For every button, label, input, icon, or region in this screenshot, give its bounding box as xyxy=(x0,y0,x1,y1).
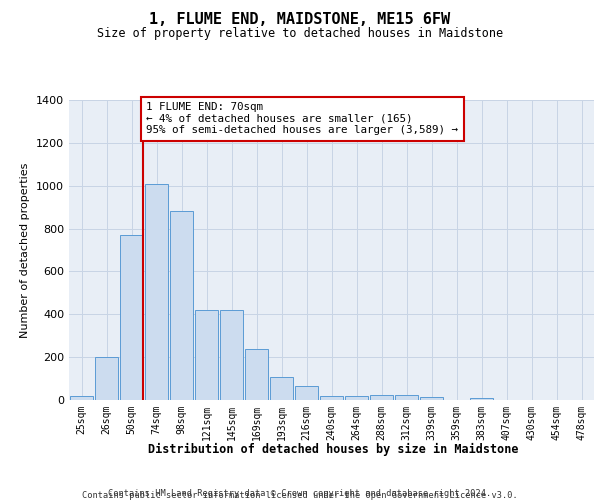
Bar xyxy=(170,212,193,400)
Bar xyxy=(220,310,243,400)
Bar xyxy=(320,396,343,400)
Text: Distribution of detached houses by size in Maidstone: Distribution of detached houses by size … xyxy=(148,442,518,456)
Text: 1, FLUME END, MAIDSTONE, ME15 6FW: 1, FLUME END, MAIDSTONE, ME15 6FW xyxy=(149,12,451,28)
Bar xyxy=(70,396,93,400)
Bar xyxy=(245,348,268,400)
Y-axis label: Number of detached properties: Number of detached properties xyxy=(20,162,31,338)
Bar xyxy=(120,235,143,400)
Bar xyxy=(270,377,293,400)
Bar xyxy=(195,310,218,400)
Bar xyxy=(395,396,418,400)
Bar xyxy=(95,357,118,400)
Bar xyxy=(145,184,168,400)
Text: Size of property relative to detached houses in Maidstone: Size of property relative to detached ho… xyxy=(97,28,503,40)
Text: Contains HM Land Registry data © Crown copyright and database right 2024.: Contains HM Land Registry data © Crown c… xyxy=(109,488,491,498)
Text: 1 FLUME END: 70sqm
← 4% of detached houses are smaller (165)
95% of semi-detache: 1 FLUME END: 70sqm ← 4% of detached hous… xyxy=(146,102,458,136)
Bar xyxy=(470,398,493,400)
Bar xyxy=(370,396,393,400)
Text: Contains public sector information licensed under the Open Government Licence v3: Contains public sector information licen… xyxy=(82,491,518,500)
Bar xyxy=(420,397,443,400)
Bar xyxy=(295,386,318,400)
Bar xyxy=(345,396,368,400)
